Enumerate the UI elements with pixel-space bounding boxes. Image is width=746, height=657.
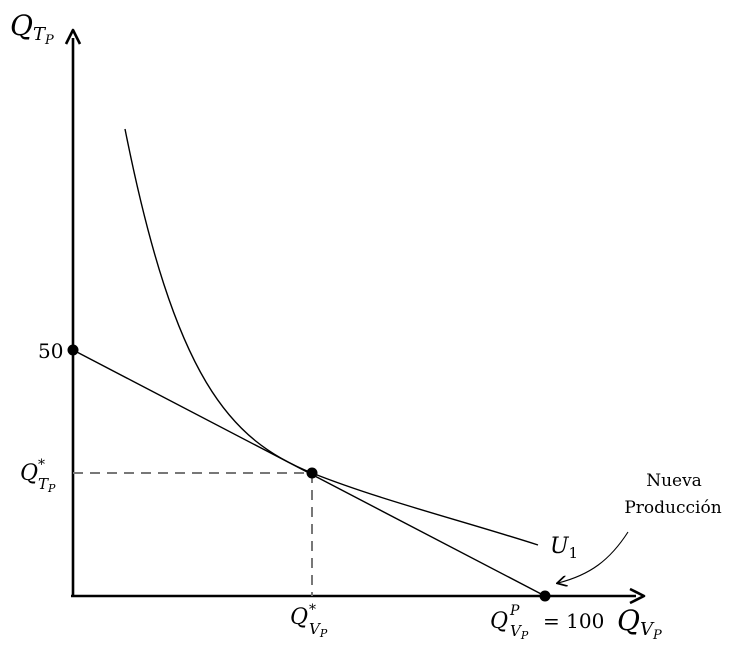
curve-label: U1 [550,534,578,562]
y-intercept-label: 50 [38,339,63,363]
x-star-label-sup: * [309,602,316,618]
x-intercept-label-sup: P [509,603,520,619]
tangency-point [306,467,318,479]
x-intercept-point [539,590,551,602]
x-star-label-sub: VP [309,620,328,640]
y-intercept-point [67,344,79,356]
indifference-curve [124,128,539,546]
x-star-label: Q [290,605,308,630]
annotation-arrow [558,531,629,583]
x-intercept-value: = 100 [543,609,604,633]
y-star-label-sub: TP [38,475,56,495]
y-star-label: Q [20,461,38,486]
x-intercept-label: Q [490,609,508,634]
x-axis-title: QVP [617,604,662,643]
y-axis-arrow-icon [64,28,82,45]
annotation-line-1: Nueva [646,471,702,491]
x-intercept-label-sub: VP [510,622,529,642]
y-star-label-sup: * [38,457,45,473]
x-axis-arrow-icon [629,587,646,605]
y-axis-title: QTP [10,9,54,48]
annotation-line-2: Producción [624,498,721,518]
